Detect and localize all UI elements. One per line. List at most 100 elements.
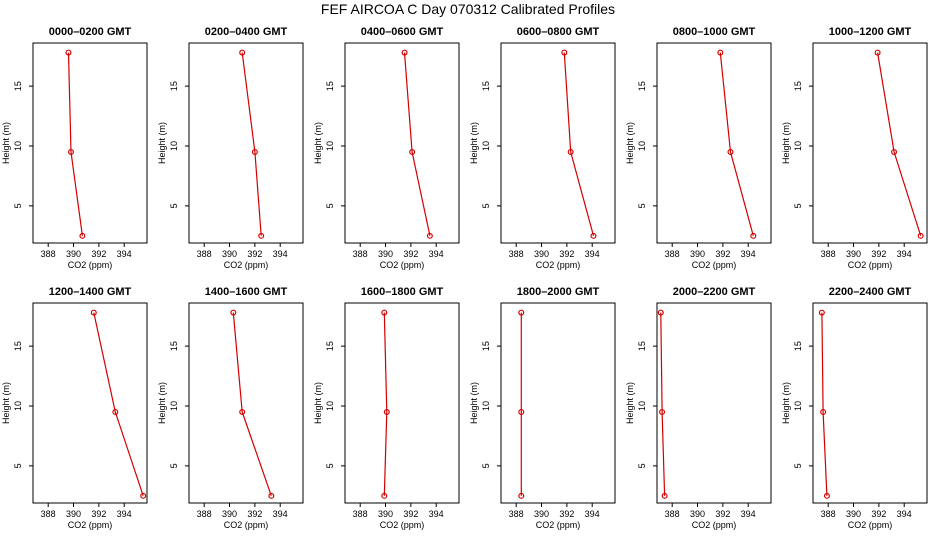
plot-frame bbox=[656, 302, 772, 504]
figure-title: FEF AIRCOA C Day 070312 Calibrated Profi… bbox=[320, 1, 616, 17]
data-point bbox=[750, 232, 757, 239]
x-tick-label: 392 bbox=[403, 509, 418, 519]
data-point bbox=[590, 232, 597, 239]
plot-frame bbox=[344, 302, 460, 504]
y-tick-label: 15 bbox=[793, 81, 803, 91]
x-tick-label: 394 bbox=[897, 509, 912, 519]
y-tick-label: 10 bbox=[481, 141, 491, 151]
panel-title: 0400–0600 GMT bbox=[361, 26, 444, 38]
y-tick-label: 5 bbox=[793, 463, 803, 468]
plot-frame bbox=[188, 302, 304, 504]
panel-title: 1400–1600 GMT bbox=[205, 286, 288, 298]
x-tick-label: 390 bbox=[66, 509, 81, 519]
profile-line bbox=[660, 312, 666, 496]
x-axis-label: CO2 (ppm) bbox=[536, 260, 581, 270]
data-point bbox=[659, 408, 666, 415]
data-point bbox=[409, 148, 416, 155]
x-tick-label: 388 bbox=[41, 509, 56, 519]
chart-panel: 1400–1600 GMT 388 390 392 394 CO2 (ppm) 5 10 15 H… bbox=[157, 286, 304, 530]
y-axis-label: Height (m) bbox=[781, 382, 791, 424]
x-tick-label: 388 bbox=[41, 249, 56, 259]
profile-line bbox=[719, 52, 754, 236]
panel-title: 0600–0800 GMT bbox=[517, 26, 600, 38]
data-point bbox=[661, 492, 668, 499]
profile-line bbox=[241, 52, 262, 236]
y-axis-label: Height (m) bbox=[157, 382, 167, 424]
profile-line bbox=[563, 52, 595, 236]
profile-line bbox=[877, 52, 922, 236]
x-tick-label: 392 bbox=[91, 509, 106, 519]
panel-title: 2000–2200 GMT bbox=[673, 286, 756, 298]
x-tick-label: 388 bbox=[509, 249, 524, 259]
x-tick-label: 390 bbox=[66, 249, 81, 259]
x-tick-label: 388 bbox=[197, 249, 212, 259]
panel-title: 2200–2400 GMT bbox=[829, 286, 912, 298]
plot-frame bbox=[656, 42, 772, 244]
data-point bbox=[90, 309, 97, 316]
plot-frame bbox=[32, 302, 148, 504]
data-point bbox=[65, 49, 72, 56]
y-axis-label: Height (m) bbox=[469, 122, 479, 164]
x-tick-label: 388 bbox=[353, 509, 368, 519]
x-tick-label: 392 bbox=[403, 249, 418, 259]
x-tick-label: 390 bbox=[690, 509, 705, 519]
data-point bbox=[891, 148, 898, 155]
x-axis-label: CO2 (ppm) bbox=[68, 260, 113, 270]
data-point bbox=[258, 232, 265, 239]
x-tick-label: 394 bbox=[117, 249, 132, 259]
plot-frame bbox=[344, 42, 460, 244]
x-axis-label: CO2 (ppm) bbox=[848, 520, 893, 530]
y-tick-label: 10 bbox=[169, 401, 179, 411]
y-tick-label: 10 bbox=[325, 401, 335, 411]
x-tick-label: 390 bbox=[846, 249, 861, 259]
x-tick-label: 388 bbox=[821, 509, 836, 519]
data-point bbox=[239, 49, 246, 56]
y-axis-label: Height (m) bbox=[469, 382, 479, 424]
data-point bbox=[401, 49, 408, 56]
data-point bbox=[518, 492, 525, 499]
x-tick-label: 392 bbox=[247, 249, 262, 259]
data-point bbox=[917, 232, 924, 239]
data-point bbox=[79, 232, 86, 239]
x-tick-label: 392 bbox=[871, 509, 886, 519]
y-tick-label: 5 bbox=[637, 463, 647, 468]
plot-frame bbox=[812, 42, 928, 244]
panel-title: 0800–1000 GMT bbox=[673, 26, 756, 38]
x-tick-label: 394 bbox=[429, 509, 444, 519]
y-tick-label: 10 bbox=[637, 401, 647, 411]
y-tick-label: 15 bbox=[481, 341, 491, 351]
profile-line bbox=[403, 52, 431, 236]
plot-frame bbox=[188, 42, 304, 244]
data-point bbox=[67, 148, 74, 155]
panel-title: 1200–1400 GMT bbox=[49, 286, 132, 298]
y-tick-label: 10 bbox=[325, 141, 335, 151]
data-point bbox=[823, 492, 830, 499]
plot-frame bbox=[812, 302, 928, 504]
y-tick-label: 5 bbox=[325, 463, 335, 468]
y-tick-label: 10 bbox=[793, 401, 803, 411]
y-tick-label: 5 bbox=[13, 203, 23, 208]
x-axis-label: CO2 (ppm) bbox=[224, 260, 269, 270]
x-tick-label: 394 bbox=[429, 249, 444, 259]
data-point bbox=[251, 148, 258, 155]
x-axis-label: CO2 (ppm) bbox=[536, 520, 581, 530]
x-tick-label: 392 bbox=[715, 509, 730, 519]
y-tick-label: 15 bbox=[325, 81, 335, 91]
y-tick-label: 5 bbox=[13, 463, 23, 468]
x-tick-label: 392 bbox=[871, 249, 886, 259]
y-tick-label: 15 bbox=[481, 81, 491, 91]
x-tick-label: 390 bbox=[378, 249, 393, 259]
x-tick-label: 390 bbox=[534, 509, 549, 519]
profile-line bbox=[821, 312, 828, 496]
y-tick-label: 5 bbox=[481, 203, 491, 208]
y-axis-label: Height (m) bbox=[1, 122, 11, 164]
profile-line bbox=[383, 312, 388, 496]
x-tick-label: 394 bbox=[273, 509, 288, 519]
y-tick-label: 10 bbox=[637, 141, 647, 151]
profile-line bbox=[93, 312, 144, 496]
panel-title: 1000–1200 GMT bbox=[829, 26, 912, 38]
y-tick-label: 5 bbox=[637, 203, 647, 208]
x-tick-label: 392 bbox=[559, 509, 574, 519]
data-point bbox=[567, 148, 574, 155]
chart-panel: 0200–0400 GMT 388 390 392 394 CO2 (ppm) 5 10 15 H… bbox=[157, 26, 304, 270]
